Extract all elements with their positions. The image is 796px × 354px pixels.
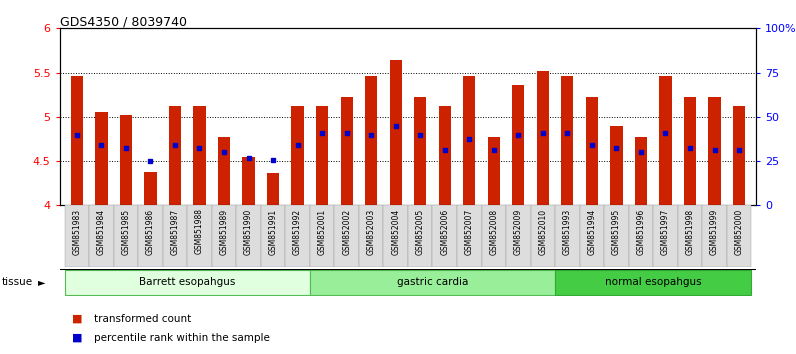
Bar [243, 157, 255, 205]
Bar [488, 137, 500, 205]
FancyBboxPatch shape [334, 205, 359, 267]
Text: GSM852007: GSM852007 [465, 209, 474, 255]
Bar [463, 76, 475, 205]
Text: GSM851989: GSM851989 [220, 209, 228, 255]
Text: GSM851990: GSM851990 [244, 209, 253, 255]
Text: GSM851994: GSM851994 [587, 209, 596, 255]
FancyBboxPatch shape [139, 205, 162, 267]
Bar [267, 172, 279, 205]
Bar [414, 97, 427, 205]
Bar [611, 126, 622, 205]
Bar [96, 112, 107, 205]
FancyBboxPatch shape [384, 205, 408, 267]
FancyBboxPatch shape [212, 205, 236, 267]
FancyBboxPatch shape [114, 205, 139, 267]
Text: GSM851985: GSM851985 [122, 209, 131, 255]
Text: GSM852002: GSM852002 [342, 209, 351, 255]
FancyBboxPatch shape [677, 205, 702, 267]
Text: GSM851988: GSM851988 [195, 209, 204, 255]
FancyBboxPatch shape [555, 205, 579, 267]
Bar [169, 106, 181, 205]
Text: Barrett esopahgus: Barrett esopahgus [139, 277, 236, 287]
FancyBboxPatch shape [702, 205, 727, 267]
Text: GSM852010: GSM852010 [538, 209, 548, 255]
FancyBboxPatch shape [261, 205, 285, 267]
Text: GSM851987: GSM851987 [170, 209, 179, 255]
Text: GSM851996: GSM851996 [637, 209, 646, 255]
FancyBboxPatch shape [531, 205, 555, 267]
Text: GSM851992: GSM851992 [293, 209, 302, 255]
FancyBboxPatch shape [482, 205, 506, 267]
Text: ■: ■ [72, 314, 82, 324]
FancyBboxPatch shape [285, 205, 310, 267]
Bar [586, 97, 598, 205]
FancyBboxPatch shape [64, 205, 89, 267]
Text: GSM851998: GSM851998 [685, 209, 694, 255]
FancyBboxPatch shape [579, 205, 604, 267]
FancyBboxPatch shape [727, 205, 751, 267]
Text: GSM852009: GSM852009 [513, 209, 523, 255]
Bar [561, 76, 573, 205]
Text: GSM851983: GSM851983 [72, 209, 81, 255]
Bar [218, 137, 230, 205]
Text: GSM851991: GSM851991 [268, 209, 278, 255]
Text: GSM851997: GSM851997 [661, 209, 670, 255]
Text: GSM852000: GSM852000 [735, 209, 743, 255]
FancyBboxPatch shape [408, 205, 432, 267]
Text: GSM851984: GSM851984 [97, 209, 106, 255]
Bar [659, 76, 672, 205]
Text: transformed count: transformed count [94, 314, 191, 324]
Bar [341, 97, 353, 205]
Bar [365, 76, 377, 205]
Text: GSM852004: GSM852004 [391, 209, 400, 255]
Text: GSM851999: GSM851999 [710, 209, 719, 255]
Text: GSM852001: GSM852001 [318, 209, 326, 255]
FancyBboxPatch shape [310, 205, 334, 267]
Bar [193, 106, 205, 205]
Text: GSM851993: GSM851993 [563, 209, 572, 255]
FancyBboxPatch shape [654, 205, 677, 267]
FancyBboxPatch shape [604, 205, 629, 267]
Bar [512, 85, 525, 205]
FancyBboxPatch shape [64, 270, 310, 295]
Bar [537, 71, 549, 205]
Bar [684, 97, 696, 205]
Text: GSM851986: GSM851986 [146, 209, 155, 255]
Bar [389, 60, 402, 205]
Bar [119, 115, 132, 205]
Text: GSM852008: GSM852008 [490, 209, 498, 255]
FancyBboxPatch shape [457, 205, 482, 267]
Text: ►: ► [38, 278, 45, 287]
Bar [316, 106, 328, 205]
FancyBboxPatch shape [236, 205, 261, 267]
FancyBboxPatch shape [89, 205, 114, 267]
Text: tissue: tissue [2, 278, 33, 287]
Text: GSM852003: GSM852003 [367, 209, 376, 255]
Bar [71, 76, 83, 205]
FancyBboxPatch shape [187, 205, 212, 267]
FancyBboxPatch shape [555, 270, 751, 295]
Bar [733, 106, 745, 205]
FancyBboxPatch shape [629, 205, 654, 267]
FancyBboxPatch shape [506, 205, 531, 267]
Bar [144, 172, 157, 205]
Text: normal esopahgus: normal esopahgus [605, 277, 701, 287]
Text: ■: ■ [72, 333, 82, 343]
Text: GSM852005: GSM852005 [416, 209, 425, 255]
Bar [708, 97, 720, 205]
Text: GSM851995: GSM851995 [612, 209, 621, 255]
Text: GDS4350 / 8039740: GDS4350 / 8039740 [60, 16, 187, 29]
Bar [439, 106, 451, 205]
Text: GSM852006: GSM852006 [440, 209, 449, 255]
Text: gastric cardia: gastric cardia [396, 277, 468, 287]
FancyBboxPatch shape [162, 205, 187, 267]
Bar [291, 106, 304, 205]
FancyBboxPatch shape [359, 205, 384, 267]
FancyBboxPatch shape [310, 270, 555, 295]
Bar [634, 137, 647, 205]
FancyBboxPatch shape [432, 205, 457, 267]
Text: percentile rank within the sample: percentile rank within the sample [94, 333, 270, 343]
